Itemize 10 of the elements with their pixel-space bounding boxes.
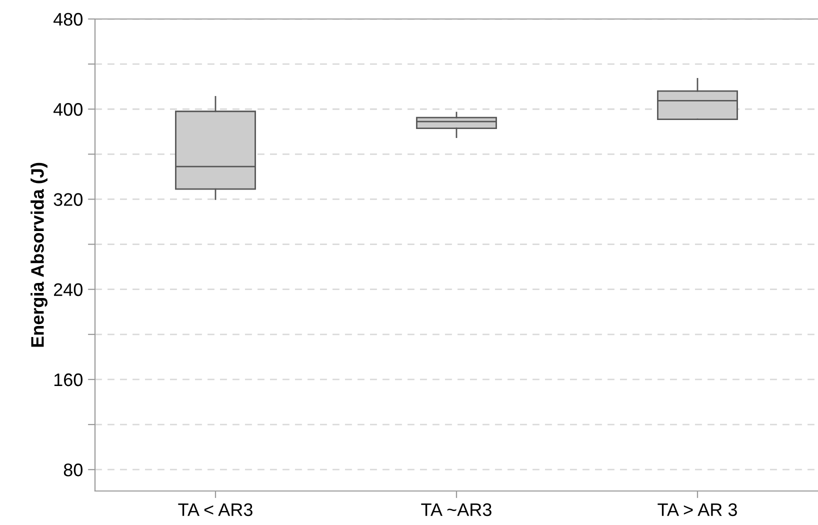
- x-tick-label: TA ~AR3: [421, 503, 492, 516]
- y-tick-label: 80: [64, 464, 82, 476]
- y-tick-label: 320: [54, 193, 82, 206]
- y-tick-label: 480: [53, 12, 82, 26]
- x-tick-label: TA < AR3: [178, 503, 252, 516]
- y-tick-label: 400: [53, 103, 82, 116]
- y-tick-label: 240: [54, 283, 82, 296]
- y-tick-label: 160: [54, 373, 82, 386]
- y-axis-title: Energia Absorvida (J): [30, 162, 48, 347]
- x-tick-label: TA > AR 3: [658, 503, 737, 516]
